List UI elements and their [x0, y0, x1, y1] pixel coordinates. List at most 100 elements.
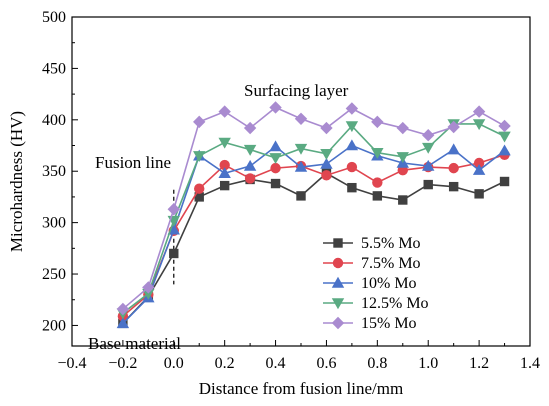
data-point	[244, 173, 256, 184]
data-point	[422, 129, 435, 142]
base-material-label: Base material	[88, 334, 181, 353]
data-point	[347, 182, 357, 193]
legend-entry: 5.5% Mo	[323, 235, 421, 252]
data-point	[345, 139, 359, 151]
x-tick-label: 1.4	[520, 355, 540, 372]
x-tick-label: 1.0	[418, 355, 438, 372]
annotations: Fusion line Surfacing layer Base material	[88, 81, 349, 353]
data-point	[269, 140, 282, 152]
data-point	[116, 317, 130, 329]
data-point	[422, 159, 435, 171]
data-point	[167, 203, 180, 216]
data-point	[243, 159, 257, 171]
y-tick-label: 350	[42, 163, 66, 180]
data-point	[396, 152, 409, 164]
data-point	[294, 160, 308, 172]
legend-label: 7.5% Mo	[361, 255, 421, 272]
series-5-5-mo	[118, 168, 510, 329]
legend: 5.5% Mo 7.5% Mo 10% Mo 12.5% Mo 15% Mo	[323, 235, 429, 332]
data-point	[422, 142, 435, 154]
y-tick-label: 250	[42, 266, 66, 283]
fusion-line-label: Fusion line	[95, 153, 171, 172]
x-tick-label: 0.8	[367, 355, 387, 372]
data-point	[269, 153, 282, 165]
data-point	[294, 143, 308, 155]
data-point	[498, 131, 511, 143]
axes: −0.4 −0.2 0.0 0.2 0.4 0.6 0.8 1.0 1.2 1.4 200 250 30…	[7, 9, 540, 398]
data-point	[243, 121, 257, 135]
data-point	[448, 162, 459, 174]
data-point	[345, 121, 359, 133]
data-point	[447, 143, 460, 155]
legend-label: 5.5% Mo	[361, 235, 421, 252]
legend-marker	[331, 316, 345, 330]
legend-marker	[332, 257, 344, 269]
data-point	[193, 151, 206, 162]
series-7-5-mo	[117, 149, 510, 322]
data-point	[345, 102, 359, 115]
y-tick-label: 300	[42, 215, 66, 232]
data-point	[219, 180, 230, 191]
legend-marker	[333, 238, 343, 248]
data-point	[116, 302, 130, 316]
data-point	[396, 121, 409, 135]
legend-entry: 7.5% Mo	[323, 255, 421, 272]
legend-marker	[331, 276, 345, 288]
x-tick-label: 0.0	[164, 355, 184, 372]
x-tick-label: 0.2	[215, 355, 235, 372]
surfacing-layer-label: Surfacing layer	[244, 81, 349, 100]
data-point	[218, 167, 231, 178]
data-point	[474, 189, 484, 199]
series-layer	[116, 101, 511, 329]
legend-label: 10% Mo	[361, 275, 417, 292]
data-point	[142, 281, 155, 294]
series-15-mo	[116, 101, 511, 316]
plot-frame	[71, 16, 531, 347]
x-tick-label: −0.2	[108, 355, 137, 372]
legend-entry: 12.5% Mo	[323, 295, 429, 312]
x-axis-title: Distance from fusion line/mm	[199, 379, 403, 398]
data-point	[472, 105, 486, 118]
data-point	[218, 137, 231, 149]
series-line	[122, 144, 506, 324]
series-line	[122, 154, 505, 317]
data-point	[472, 119, 486, 131]
legend-label: 15% Mo	[361, 315, 417, 332]
x-tick-label: −0.4	[57, 355, 86, 372]
data-point	[269, 101, 282, 114]
legend-entry: 15% Mo	[323, 315, 417, 332]
data-point	[218, 105, 231, 118]
data-point	[472, 163, 486, 175]
x-tick-label: 0.6	[316, 355, 336, 372]
data-point	[321, 170, 332, 181]
y-axis-title: Microhardness (HV)	[7, 111, 26, 252]
data-point	[372, 191, 383, 201]
data-point	[270, 178, 281, 189]
legend-label: 12.5% Mo	[361, 295, 429, 312]
legend-entry: 10% Mo	[323, 275, 417, 292]
data-point	[320, 157, 333, 169]
data-point	[498, 119, 511, 133]
series-line	[122, 172, 505, 324]
data-point	[194, 192, 204, 202]
x-tick-label: 0.4	[266, 355, 286, 372]
data-point	[473, 157, 485, 169]
data-point	[398, 195, 408, 205]
data-point	[372, 177, 383, 188]
data-point	[193, 115, 206, 129]
legend-marker	[331, 298, 345, 310]
data-point	[270, 162, 281, 174]
series-10-mo	[116, 139, 511, 329]
data-point	[296, 191, 306, 201]
y-tick-label: 200	[42, 317, 66, 334]
series-line	[122, 123, 505, 314]
data-point	[448, 181, 459, 192]
data-point	[219, 159, 230, 171]
data-point	[447, 120, 460, 134]
series-line	[122, 106, 505, 310]
data-point	[194, 183, 205, 194]
data-point	[320, 149, 333, 160]
y-tick-label: 400	[42, 112, 66, 129]
